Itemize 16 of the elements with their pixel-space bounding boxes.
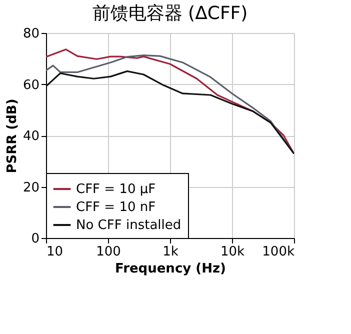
legend-label: CFF = 10 µF xyxy=(76,182,156,197)
x-axis-title: Frequency (Hz) xyxy=(115,262,226,276)
y-tick-label: 60 xyxy=(22,78,40,93)
x-tick-label: 10 xyxy=(46,244,64,260)
legend-label: CFF = 10 nF xyxy=(76,200,156,215)
y-tick-label: 40 xyxy=(22,129,40,144)
chart-title: 前馈电容器 (ΔCFF) xyxy=(92,3,248,24)
x-tick-label: 100 xyxy=(96,244,121,260)
x-tick-label: 100k xyxy=(262,244,295,260)
y-tick-label: 0 xyxy=(31,232,40,246)
y-tick-label: 80 xyxy=(22,26,40,42)
x-tick-label: 10k xyxy=(220,244,246,260)
y-axis-title: PSRR (dB) xyxy=(4,98,20,174)
x-tick-label: 1k xyxy=(162,244,179,260)
y-tick-label: 20 xyxy=(22,180,40,196)
legend-label: No CFF installed xyxy=(76,218,182,233)
